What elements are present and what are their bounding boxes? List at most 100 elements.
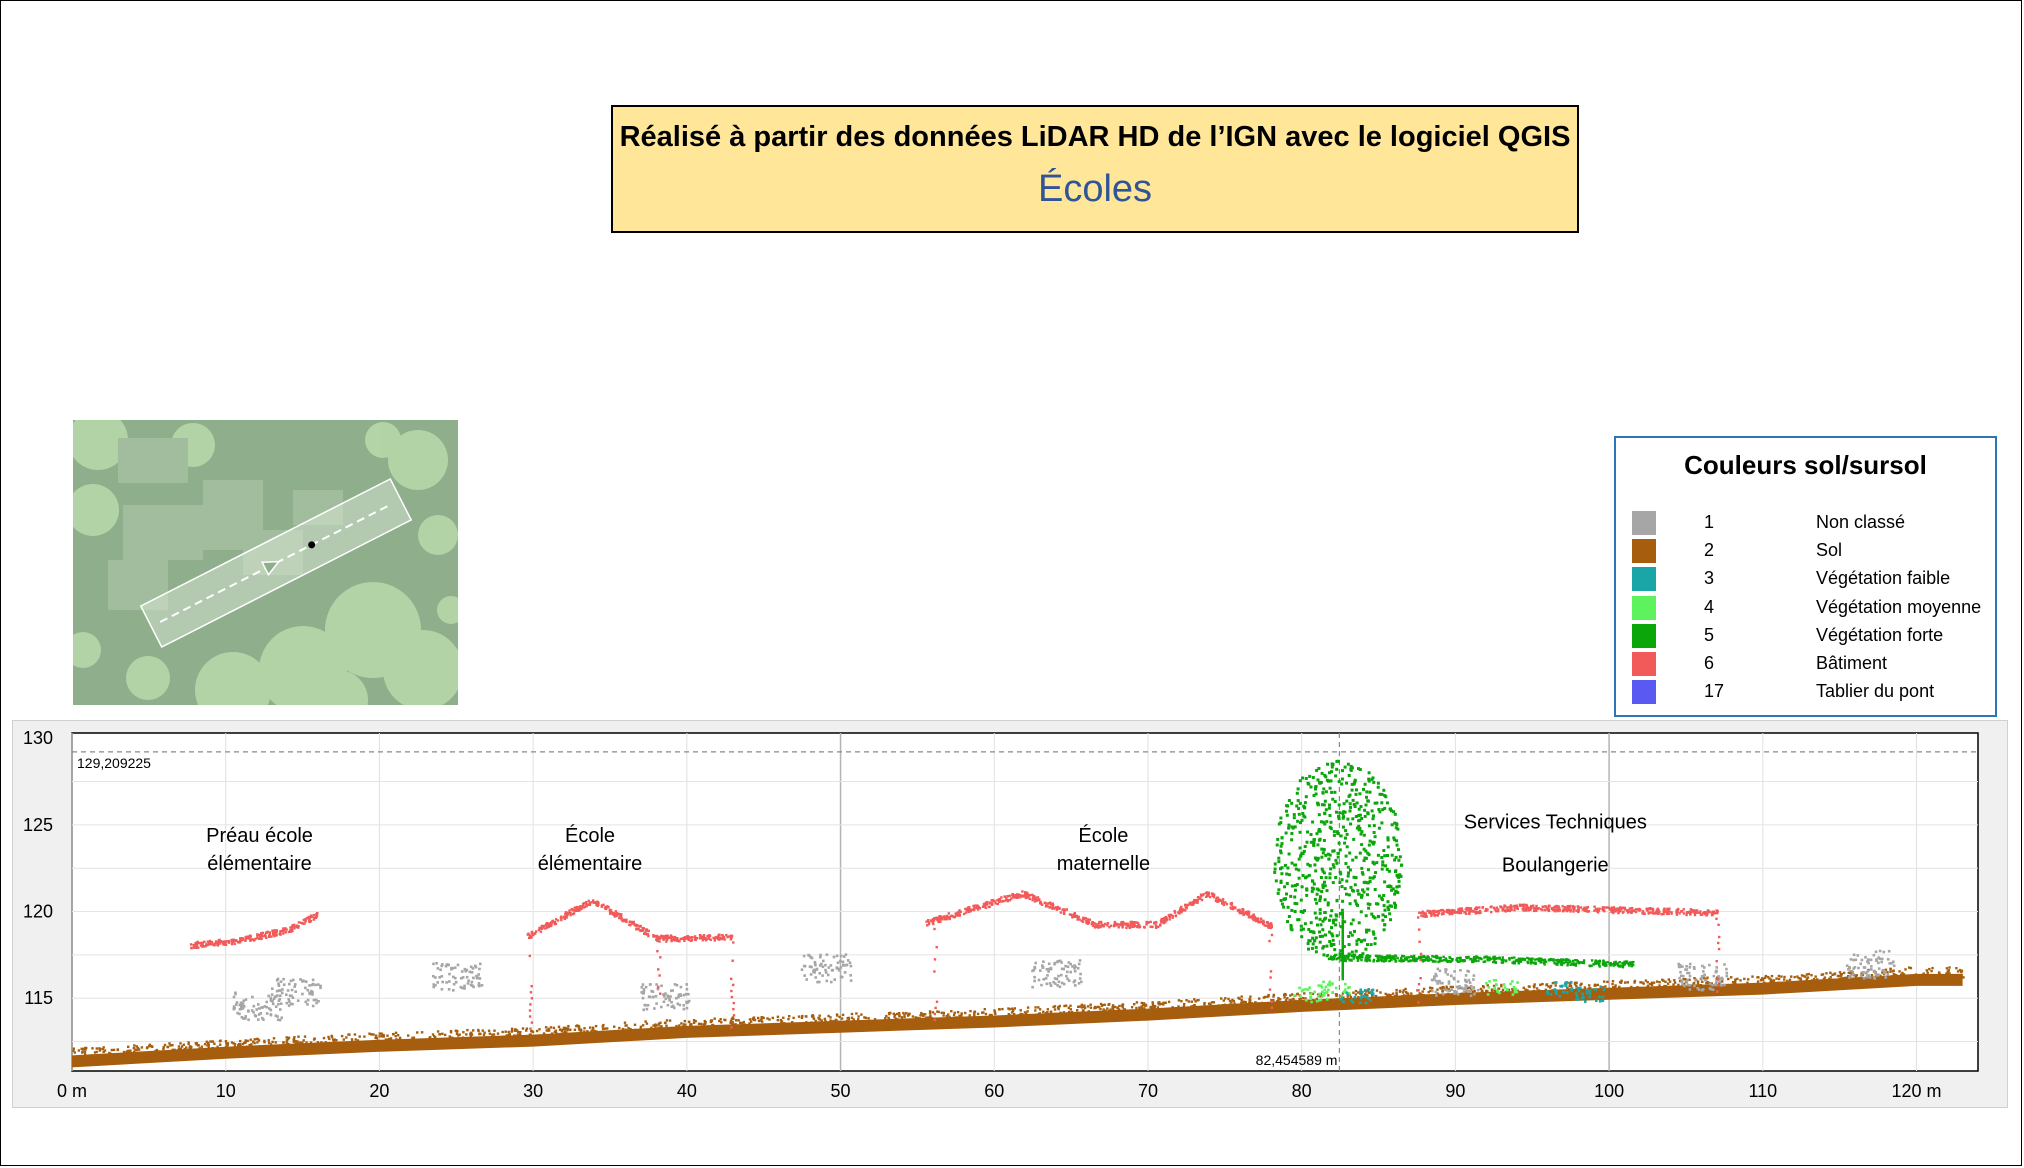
lidar-point [374, 1034, 378, 1037]
lidar-point [1310, 879, 1314, 883]
lidar-point [857, 1018, 860, 1021]
lidar-point [702, 1023, 705, 1026]
lidar-point [1135, 1006, 1138, 1010]
lidar-point [988, 1013, 992, 1017]
lidar-point [254, 937, 257, 941]
lidar-point [1232, 905, 1235, 909]
lidar-point [327, 1035, 330, 1039]
lidar-point [1602, 908, 1606, 912]
lidar-point [1427, 990, 1430, 994]
lidar-point [1015, 896, 1018, 899]
lidar-point [1158, 1013, 1161, 1016]
lidar-point [1082, 1014, 1085, 1017]
lidar-point [1372, 831, 1376, 834]
lidar-point [1170, 1011, 1173, 1014]
lidar-point [729, 1019, 733, 1023]
lidar-point [1358, 813, 1362, 817]
lidar-point [1432, 913, 1435, 916]
lidar-point [1649, 907, 1652, 910]
lidar-point [1232, 999, 1236, 1003]
lidar-point [1114, 1015, 1117, 1018]
lidar-point [127, 1045, 130, 1048]
lidar-point [1299, 997, 1302, 1001]
lidar-point [748, 1022, 751, 1025]
lidar-point [1147, 921, 1150, 924]
lidar-point [958, 1014, 961, 1017]
lidar-point [1357, 807, 1361, 811]
lidar-point [549, 1026, 553, 1029]
lidar-point [773, 1026, 776, 1029]
lidar-point [1891, 975, 1894, 978]
lidar-point [1327, 994, 1330, 997]
lidar-point [1354, 876, 1358, 880]
lidar-point [704, 1027, 707, 1031]
lidar-point [1714, 985, 1717, 988]
lidar-point [1362, 833, 1366, 837]
lidar-point [664, 937, 667, 940]
legend-label: Végétation faible [1816, 568, 1951, 589]
lidar-point [1076, 916, 1080, 920]
lidar-point [1779, 984, 1782, 987]
lidar-point [572, 1033, 575, 1036]
lidar-point [416, 1031, 419, 1034]
lidar-point [1702, 976, 1706, 980]
lidar-point [1142, 1004, 1145, 1007]
lidar-point [978, 1022, 981, 1026]
lidar-point [154, 1049, 157, 1053]
lidar-point [287, 930, 291, 934]
lidar-point [655, 1032, 659, 1035]
lidar-point [1137, 1013, 1140, 1016]
lidar-point [1533, 983, 1536, 986]
lidar-point [1354, 993, 1358, 996]
lidar-point [1272, 993, 1276, 997]
lidar-point [1366, 812, 1370, 816]
lidar-point [187, 1042, 190, 1046]
lidar-point [1474, 910, 1477, 913]
lidar-point [1623, 906, 1626, 910]
lidar-point [1355, 826, 1359, 830]
lidar-point [1356, 1004, 1360, 1007]
lidar-point [1191, 1012, 1194, 1016]
lidar-point [1844, 976, 1847, 979]
lidar-point [1341, 816, 1345, 820]
lidar-point [624, 1028, 627, 1031]
lidar-point [1716, 911, 1719, 915]
lidar-point [1861, 973, 1865, 977]
lidar-point [1612, 906, 1616, 909]
lidar-point [354, 1038, 357, 1041]
lidar-point [86, 1056, 89, 1060]
lidar-point [411, 1046, 415, 1049]
lidar-point [1380, 996, 1383, 999]
lidar-point [218, 1047, 222, 1051]
lidar-point [594, 1024, 598, 1028]
lidar-point [1523, 903, 1527, 907]
lidar-point [287, 1050, 290, 1053]
lidar-point [1666, 982, 1670, 985]
lidar-point [1623, 908, 1627, 911]
lidar-point [1123, 1008, 1127, 1011]
lidar-point [1073, 915, 1076, 918]
lidar-point [1927, 979, 1930, 983]
lidar-point [588, 903, 592, 907]
lidar-point [145, 1046, 149, 1050]
lidar-point [577, 1027, 581, 1030]
lidar-point [1532, 989, 1535, 993]
lidar-point [1145, 923, 1148, 926]
lidar-point [1829, 971, 1832, 974]
lidar-point [813, 1028, 816, 1031]
lidar-point [745, 1030, 748, 1033]
lidar-point [620, 916, 623, 919]
lidar-point [1312, 838, 1316, 842]
lidar-point [1034, 1006, 1037, 1009]
lidar-point [1288, 998, 1292, 1002]
lidar-point [293, 1036, 296, 1039]
lidar-point [595, 903, 598, 907]
lidar-point [1057, 1007, 1060, 1011]
lidar-point [285, 1039, 289, 1042]
lidar-point [1142, 1002, 1146, 1005]
lidar-point [206, 1041, 210, 1045]
lidar-point [689, 1024, 693, 1027]
lidar-point [1573, 908, 1576, 911]
lidar-point [964, 1011, 967, 1015]
lidar-point [1756, 989, 1759, 993]
